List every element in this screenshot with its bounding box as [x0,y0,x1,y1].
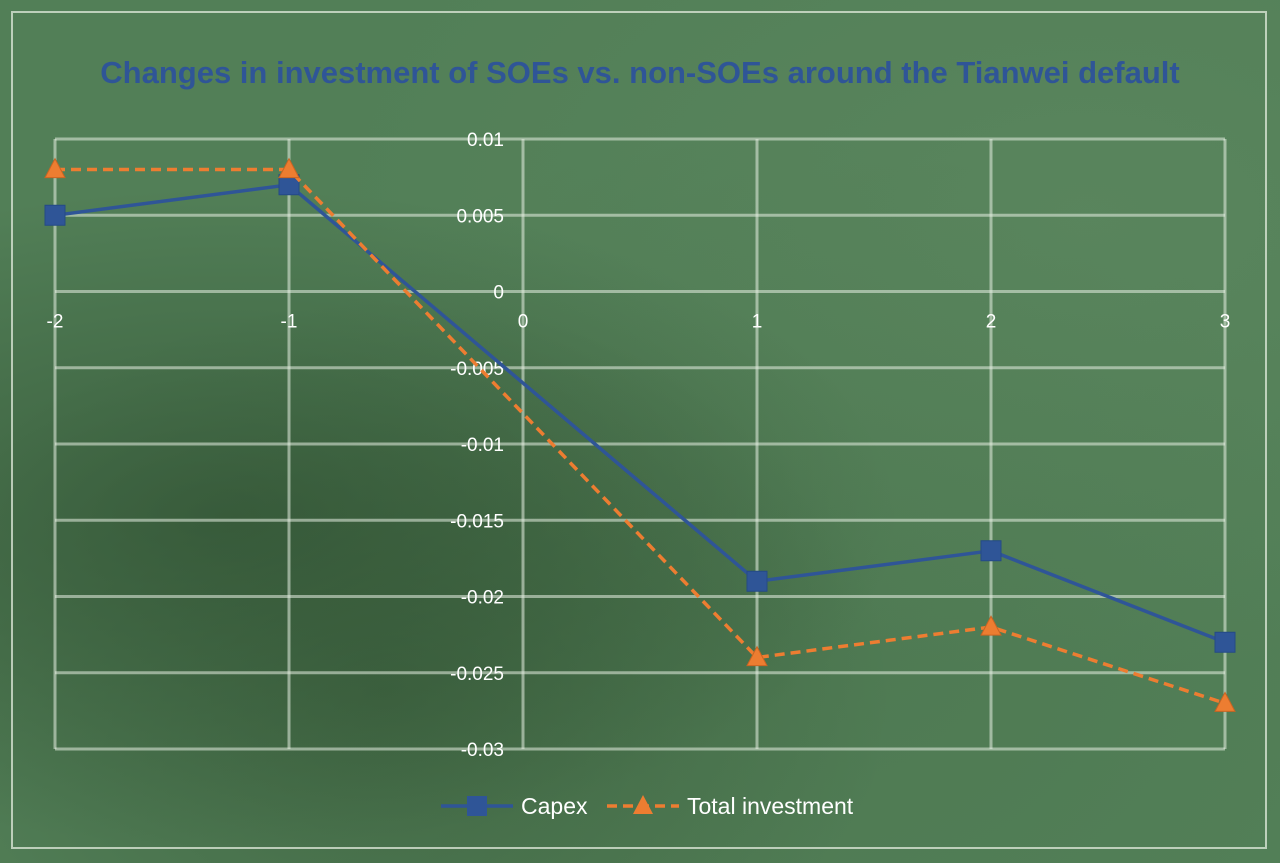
legend-label: Capex [521,793,588,819]
data-point-triangle [746,645,768,667]
legend: Capex Total investment [441,793,854,819]
x-tick-label: -2 [47,312,64,333]
y-tick-label: -0.015 [450,511,504,532]
data-point-triangle [278,157,300,179]
data-point-triangle [980,615,1002,636]
y-tick-label: -0.005 [450,359,504,380]
y-tick-label: -0.02 [461,588,504,609]
chart-title: Changes in investment of SOEs vs. non-SO… [100,55,1179,90]
chart-border [11,11,1267,849]
y-tick-label: -0.01 [461,435,504,456]
legend-marker-triangle [633,795,653,814]
x-tick-label: 3 [1220,312,1231,333]
y-tick-label: 0.01 [467,130,504,151]
data-point-square [746,570,768,592]
x-axis-ticks: -2 -1 0 1 2 3 [47,312,1231,333]
data-point-square [1214,631,1236,653]
legend-label: Total investment [687,793,854,819]
y-tick-label: 0 [493,283,504,304]
data-point-triangle [44,157,66,179]
data-point-square [44,204,66,226]
data-point-triangle [1214,691,1236,712]
x-tick-label: 2 [986,312,997,333]
x-tick-label: 0 [518,312,529,333]
x-tick-label: -1 [281,312,298,333]
series-line-total-investment [55,167,1226,705]
y-tick-label: -0.025 [450,664,504,685]
series-line-capex [54,183,1226,644]
y-tick-label: 0.005 [456,206,504,227]
gridlines [53,137,1227,751]
data-series [44,157,1236,712]
legend-marker-square [467,796,487,816]
data-point-square [980,540,1002,562]
x-tick-label: 1 [752,312,763,333]
y-axis-ticks: 0.01 0.005 0 -0.005 -0.01 -0.015 -0.02 -0.025 -0… [450,130,504,761]
y-tick-label: -0.03 [461,740,504,761]
